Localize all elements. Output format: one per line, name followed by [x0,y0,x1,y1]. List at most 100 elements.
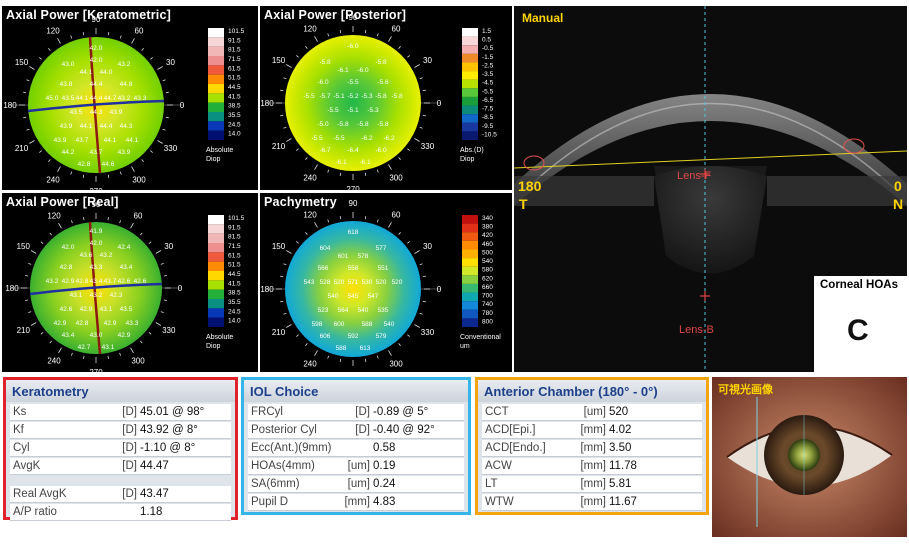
panel-title: Axial Power [Real] [6,195,119,209]
map-value: 540 [358,307,369,314]
map-value: -5.8 [319,59,331,66]
scale-label: 35.5 [228,299,241,306]
table-row: Kf [D] 43.92 @ 8° [10,422,231,439]
axis-degree-label: 210 [272,142,286,151]
scale-swatch [208,112,224,122]
map-value: 43.8 [60,81,73,88]
axis-tick [339,358,342,362]
map-value: 43.2 [118,61,131,68]
axis-degree-label: 60 [392,25,401,34]
map-value: -5.1 [347,107,359,114]
axis-tick [296,334,299,337]
axis-tick [160,311,164,314]
scale-label: 71.5 [228,56,241,63]
map-value: 41.9 [90,228,103,235]
map-value: 600 [334,321,345,328]
map-value: 564 [338,307,349,314]
scale-unit-label: Conventional [460,334,501,341]
axis-degree-label: 30 [164,242,173,251]
row-label: Posterior Cyl [251,424,317,436]
axis-degree-label: 300 [131,357,145,366]
row-label: HOAs(4mm) [251,460,315,472]
scale-swatch [462,71,478,80]
scale-unit-label: Abs.(D) [460,147,484,154]
map-value: 613 [360,345,371,352]
map-value: 551 [378,265,389,272]
map-value: 43.5 [70,109,83,116]
row-value: 3.50 [609,442,632,454]
map-value: 43.6 [80,252,93,259]
axis-degree-label: 120 [46,27,60,36]
axis-tick [376,355,379,359]
axis-tick [140,232,143,236]
map-value: 44.1 [80,123,93,130]
map-value: -6.0 [357,67,369,74]
map-value: -6.1 [335,159,347,166]
axis-tick [40,332,44,335]
axis-tick [30,250,37,254]
scale-unit-label: Absolute [206,334,233,341]
axial-power-real-panel[interactable]: 0 30 60 90 120 150 180 210 240 270 300 330 41.9 42.0 4… [2,193,258,372]
axial-power-keratometric-panel[interactable]: 0 30 60 90 120 150 180 210 240 270 300 330 42.0 43.0 4… [2,6,258,190]
axis-degree-label: 300 [389,173,403,182]
axis-tick [414,138,420,142]
axis-tick [107,355,109,359]
table-row: CCT [um] 520 [482,404,702,421]
map-value: -6.0 [317,79,329,86]
axis-tick [23,91,27,94]
axis-tick [29,66,35,70]
map-value: 42.7 [78,344,91,351]
axis-degree-label: 120 [303,25,317,34]
axis-tick [422,300,426,303]
scale-swatch [462,223,478,233]
scale-swatch [208,130,224,140]
scale-swatch [208,299,224,309]
flat-meridian [27,99,165,113]
axis-tick [48,159,51,162]
map-value: -5.8 [357,121,369,128]
scale-unit-label: Diop [206,343,221,350]
visible-light-photo[interactable]: 可視光画像 [712,377,907,537]
row-value: 43.47 [140,488,169,500]
map-value: 42.4 [118,244,131,251]
axis-tick [407,334,410,337]
axis-tick [57,166,61,172]
axis-tick [82,32,85,36]
axis-degree-label: 30 [166,58,175,67]
axis-tick [376,33,379,37]
row-unit: [mm] [580,460,606,472]
map-value: 547 [368,293,379,300]
iol-choice-title: IOL Choice [244,380,468,402]
axis-tick [58,347,62,354]
axis-tick [28,311,32,314]
map-value: 44.1 [76,95,89,102]
map-value: 43.7 [90,149,103,156]
axis-tick [82,174,85,178]
axis-degree-label: 120 [47,211,61,220]
scale-label: 1.5 [482,28,491,35]
map-value: -5.8 [337,121,349,128]
scale-swatch [208,280,224,290]
map-value: -5.2 [347,93,359,100]
pachymetry-panel[interactable]: 0 30 60 90 120 150 180 210 240 270 300 330 618 604 577… [260,193,512,372]
map-value: 43.1 [102,344,115,351]
table-row: HOAs(4mm) [um] 0.19 [248,458,464,475]
map-value: -5.8 [375,59,387,66]
row-value: 1.18 [140,506,163,518]
axis-degree-label: 0 [178,284,183,293]
axis-tick [376,169,379,173]
axis-degree-label: 240 [303,359,317,368]
axis-degree-label: 330 [421,328,435,337]
scale-label: 460 [482,241,493,248]
axis-tick [131,166,135,172]
row-label: ACW [485,460,512,472]
axis-tick [160,262,164,265]
axis-tick [162,79,166,82]
map-value: -5.6 [377,79,389,86]
map-value: -5.8 [391,93,403,100]
map-value: 43.2 [46,278,59,285]
anterior-chamber-title: Anterior Chamber (180° - 0°) [478,380,706,402]
corneal-hoas-box: Corneal HOAs C [814,276,907,372]
axial-power-posterior-panel[interactable]: 0 30 60 90 120 150 180 210 240 270 300 330 -6.0 -5.8-… [260,6,512,190]
row-value: 43.92 @ 8° [140,424,198,436]
